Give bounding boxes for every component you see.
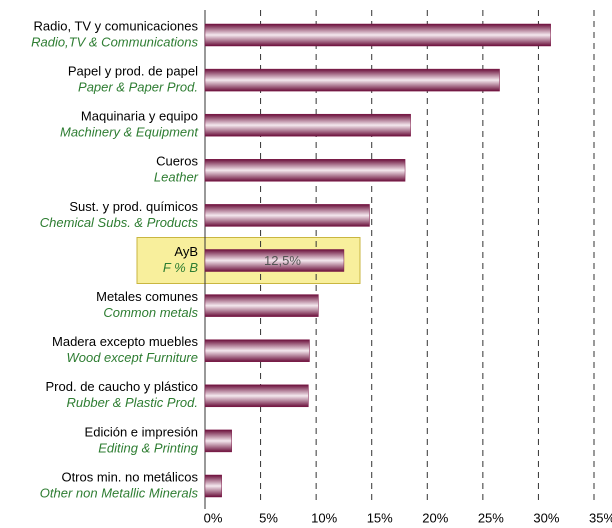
bar bbox=[204, 23, 551, 47]
category-label-en: Chemical Subs. & Products bbox=[40, 215, 199, 230]
category-label-en: Other non Metallic Minerals bbox=[40, 485, 199, 500]
category-label: Edición e impresión bbox=[85, 424, 198, 439]
category-label: Papel y prod. de papel bbox=[68, 64, 198, 79]
bar bbox=[204, 339, 310, 362]
category-label: Otros min. no metálicos bbox=[61, 469, 198, 484]
category-label-en: F % B bbox=[163, 260, 198, 275]
x-tick-label: 15% bbox=[367, 510, 393, 525]
bar bbox=[204, 68, 500, 92]
category-label-en: Leather bbox=[154, 170, 199, 185]
data-label: 12,5% bbox=[264, 253, 301, 268]
category-label-en: Wood except Furniture bbox=[66, 350, 198, 365]
x-tick-label: 20% bbox=[422, 510, 448, 525]
x-tick-label: 30% bbox=[533, 510, 559, 525]
bar bbox=[204, 159, 406, 182]
category-label: Radio, TV y comunicaciones bbox=[33, 18, 198, 33]
x-tick-label: 25% bbox=[478, 510, 504, 525]
bar bbox=[204, 294, 319, 317]
category-label: Maquinaria y equipo bbox=[81, 109, 198, 124]
x-tick-label: 10% bbox=[311, 510, 337, 525]
category-label-en: Editing & Printing bbox=[98, 440, 198, 455]
category-label: Sust. y prod. químicos bbox=[69, 199, 198, 214]
bar bbox=[204, 384, 309, 408]
category-label: Prod. de caucho y plástico bbox=[46, 379, 198, 394]
bar bbox=[204, 429, 232, 453]
bar bbox=[204, 249, 345, 272]
x-tick-label: 5% bbox=[259, 510, 278, 525]
x-tick-label: 35% bbox=[589, 510, 612, 525]
x-tick-label: 0% bbox=[204, 510, 223, 525]
category-label: Metales comunes bbox=[96, 289, 198, 304]
category-label-en: Radio,TV & Communications bbox=[31, 34, 198, 49]
category-label: Cueros bbox=[156, 154, 198, 169]
category-label-en: Paper & Paper Prod. bbox=[78, 80, 198, 95]
category-label: AyB bbox=[174, 244, 198, 259]
category-label-en: Machinery & Equipment bbox=[60, 125, 199, 140]
bar bbox=[204, 204, 370, 227]
category-label-en: Rubber & Plastic Prod. bbox=[66, 395, 198, 410]
category-label: Madera excepto muebles bbox=[52, 334, 198, 349]
bar bbox=[204, 474, 222, 498]
category-label-en: Common metals bbox=[103, 305, 198, 320]
bar bbox=[204, 113, 411, 137]
